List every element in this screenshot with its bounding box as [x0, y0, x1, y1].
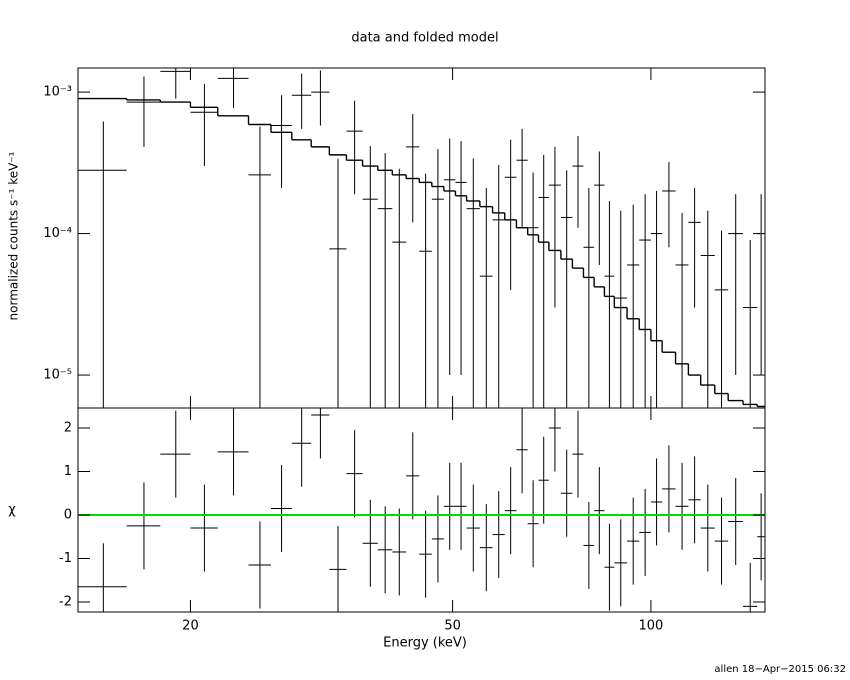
y-axis-label: normalized counts s⁻¹ keV⁻¹ [7, 151, 21, 320]
y-tick-label: 0 [64, 508, 72, 523]
y-tick-label: 10⁻³ [43, 85, 72, 100]
x-tick-label: 50 [444, 619, 461, 634]
y-tick-label: -1 [59, 551, 72, 566]
y-tick-label: 1 [64, 464, 72, 479]
x-axis-label: Energy (keV) [383, 636, 467, 651]
x-tick-label: 20 [182, 619, 199, 634]
plot-frame [77, 407, 766, 613]
chart-title: data and folded model [351, 31, 498, 46]
y-tick-label: 2 [64, 421, 72, 436]
x-tick-label: 100 [638, 619, 663, 634]
y-tick-label: 10⁻⁵ [43, 368, 72, 383]
y-tick-label: -2 [59, 594, 72, 609]
y-tick-label: 10⁻⁴ [43, 226, 72, 241]
footer: allen 18−Apr−2015 06:32 [714, 664, 846, 675]
axes: 10⁻⁵ 10⁻⁴ 10⁻³ 20 50 100 -2 -1 0 1 2 [43, 67, 766, 634]
bottom-plot [78, 408, 765, 612]
plot-frame [77, 67, 766, 409]
top-plot [78, 68, 765, 408]
y-axis-label: χ [8, 503, 16, 518]
